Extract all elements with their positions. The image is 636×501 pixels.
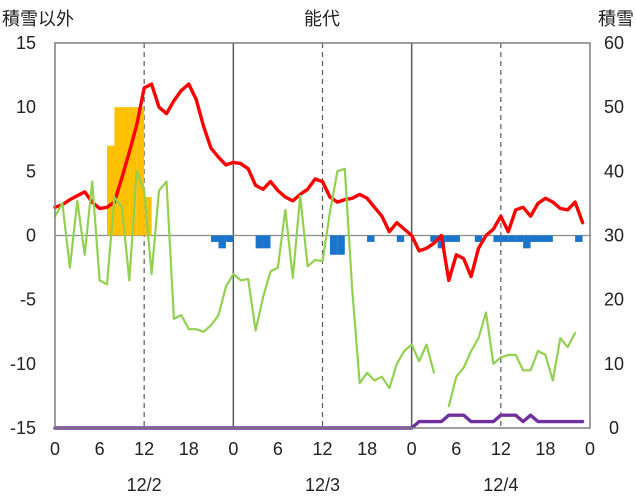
precip_bars-bar-22 [575, 235, 583, 242]
x-tick-label-3: 18 [179, 439, 199, 459]
bar-series [107, 107, 583, 255]
chart-title: 能代 [304, 9, 340, 30]
left-tick-label-1: 10 [16, 97, 36, 117]
snowfall_bars-bar-1 [114, 107, 122, 236]
green_series-line-1 [447, 311, 577, 408]
right-tick-label-0: 60 [604, 33, 624, 53]
x-tick-label-12: 0 [585, 439, 595, 459]
precip_bars-bar-3 [255, 235, 264, 249]
x-tick-label-10: 12 [491, 439, 511, 459]
left-tick-label-0: 15 [16, 33, 36, 53]
x-tick-label-4: 0 [228, 439, 238, 459]
precip_bars-bar-7 [367, 235, 375, 242]
precip_bars-bar-17 [515, 235, 524, 242]
right-tick-label-6: 0 [609, 418, 619, 438]
precip_bars-bar-1 [218, 235, 226, 249]
snow_depth-line-0 [53, 413, 585, 430]
right-tick-label-3: 30 [604, 226, 624, 246]
precip_bars-bar-4 [263, 235, 271, 249]
precip_bars-bar-12 [452, 235, 460, 242]
precip_bars-bar-8 [396, 235, 405, 242]
left-tick-label-4: -5 [20, 290, 36, 310]
left-tick-label-3: 0 [26, 226, 36, 246]
precip_bars-bar-6 [337, 235, 345, 255]
precip_bars-bar-19 [530, 235, 538, 242]
right-tick-label-4: 20 [604, 290, 624, 310]
snowfall_bars-bar-2 [121, 107, 130, 236]
precip_bars-bar-2 [225, 235, 234, 242]
right-tick-label-5: 10 [604, 354, 624, 374]
x-tick-label-1: 6 [95, 439, 105, 459]
temperature-line-0 [53, 82, 585, 283]
precip_bars-bar-5 [329, 235, 338, 255]
right-tick-label-2: 40 [604, 161, 624, 181]
precip_bars-bar-11 [445, 235, 453, 242]
x-tick-label-5: 6 [273, 439, 283, 459]
plot-frame [54, 42, 591, 429]
right-axis-label: 積雪 [598, 9, 634, 30]
green_series-line-0 [53, 167, 436, 390]
line-series [53, 82, 585, 430]
x-tick-label-8: 0 [407, 439, 417, 459]
precip_bars-bar-20 [537, 235, 546, 242]
x-tick-label-7: 18 [357, 439, 377, 459]
x-tick-label-11: 18 [535, 439, 555, 459]
snowfall_bars-bar-4 [136, 107, 145, 236]
right-tick-label-1: 50 [604, 97, 624, 117]
snowfall_bars-bar-5 [144, 197, 152, 236]
precip_bars-bar-15 [500, 235, 509, 242]
x-tick-label-2: 12 [134, 439, 154, 459]
precip_bars-bar-18 [523, 235, 531, 249]
precip_bars-bar-9 [430, 235, 438, 242]
left-tick-label-5: -10 [10, 354, 36, 374]
left-tick-label-2: 5 [26, 161, 36, 181]
precip_bars-bar-14 [493, 235, 501, 242]
x-tick-label-9: 6 [451, 439, 461, 459]
precip_bars-bar-0 [211, 235, 219, 242]
x-tick-label-0: 0 [50, 439, 60, 459]
snowfall_bars-bar-3 [129, 107, 137, 236]
precip_bars-bar-13 [474, 235, 483, 242]
precip_bars-bar-16 [508, 235, 516, 242]
precip_bars-bar-21 [545, 235, 553, 242]
left-axis-label: 積雪以外 [2, 9, 74, 30]
x-tick-label-6: 12 [312, 439, 332, 459]
day-label-0: 12/2 [127, 475, 162, 495]
snowfall_bars-bar-0 [107, 145, 115, 236]
left-tick-label-6: -15 [10, 418, 36, 438]
day-label-2: 12/4 [483, 475, 518, 495]
day-label-1: 12/3 [305, 475, 340, 495]
